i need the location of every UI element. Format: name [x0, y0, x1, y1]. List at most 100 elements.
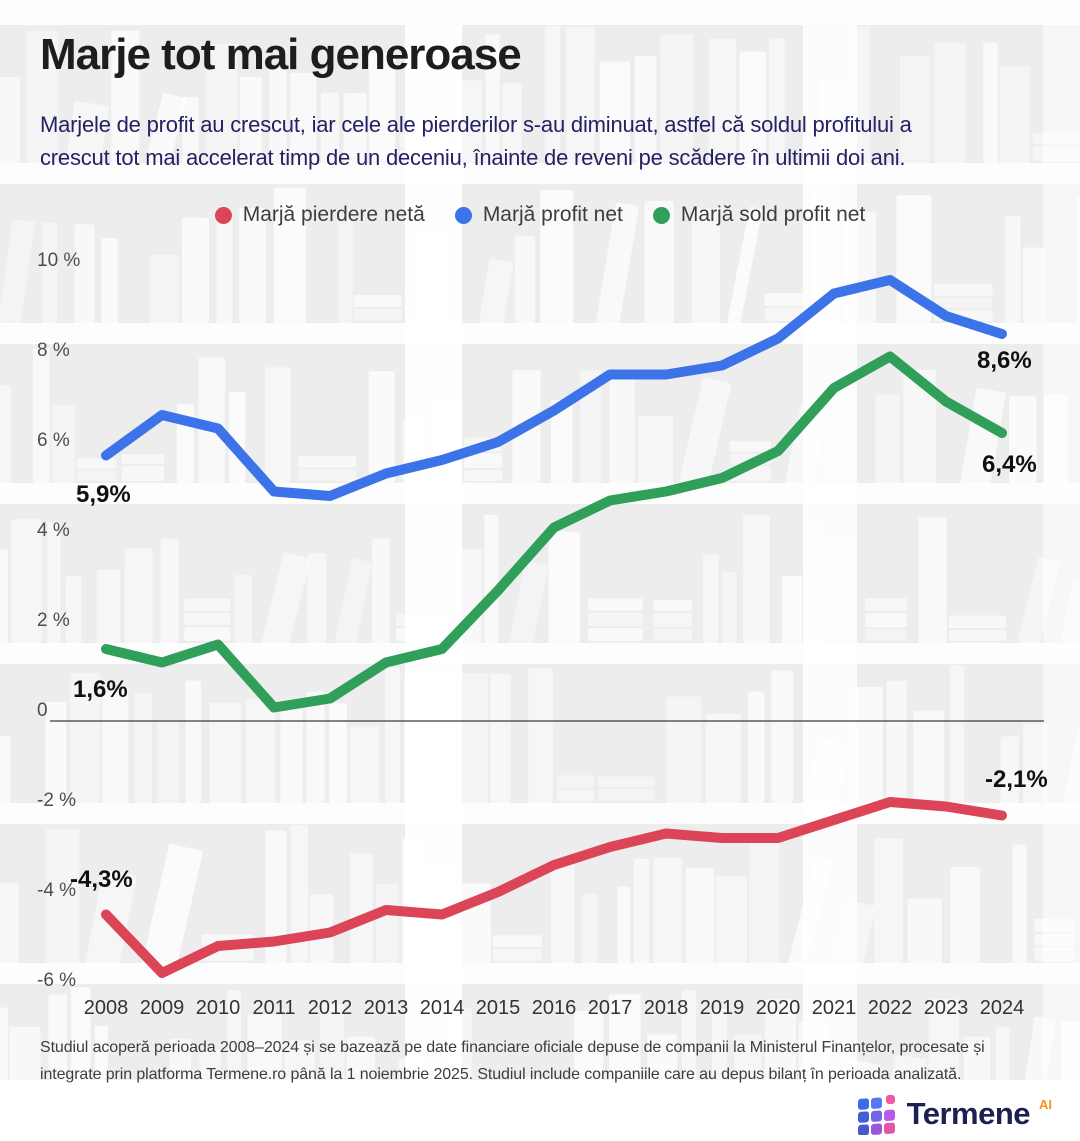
- book-shape: [540, 190, 574, 323]
- book-shape: [949, 665, 965, 803]
- book-shape: [1004, 216, 1021, 323]
- book-shape: [334, 558, 373, 647]
- book-shape: [234, 574, 253, 643]
- book-shape: [1000, 736, 1019, 803]
- value-label: 5,9%: [76, 481, 131, 508]
- book-shape: [41, 222, 58, 323]
- book-shape: [337, 214, 353, 323]
- book-shape: [769, 38, 785, 163]
- cube-tile: [870, 1123, 882, 1135]
- book-shape: [948, 630, 1007, 641]
- book-shape: [298, 455, 356, 468]
- x-tick-label: 2024: [979, 997, 1025, 1019]
- y-tick-label: -4 %: [37, 880, 77, 901]
- book-shape: [653, 600, 693, 611]
- book-shape: [269, 64, 287, 163]
- y-tick-label: 10 %: [37, 250, 81, 271]
- book-shape: [727, 206, 763, 326]
- book-shape: [739, 51, 766, 163]
- book-shape: [160, 538, 179, 643]
- book-shape: [239, 208, 266, 323]
- termene-cube-icon: [857, 1095, 895, 1135]
- x-tick-label: 2015: [475, 997, 521, 1019]
- book-shape: [405, 25, 462, 1080]
- book-shape: [124, 548, 153, 643]
- x-tick-label: 2017: [587, 997, 633, 1019]
- book-shape: [865, 597, 907, 612]
- book-shape: [502, 82, 522, 163]
- book-shape: [550, 399, 573, 483]
- x-tick-label: 2014: [419, 997, 465, 1019]
- book-shape: [729, 441, 771, 452]
- series-line-0: [101, 797, 1007, 978]
- book-shape: [550, 861, 575, 963]
- value-label: -2,1%: [985, 766, 1048, 793]
- book-shape: [598, 776, 655, 788]
- book-shape: [102, 687, 129, 803]
- book-shape: [0, 0, 1080, 25]
- book-shape: [544, 25, 561, 164]
- book-shape: [999, 66, 1031, 163]
- book-shape: [76, 458, 117, 469]
- x-tick-label: 2022: [867, 997, 913, 1019]
- legend-item-1: Marjă profit net: [454, 203, 623, 227]
- book-shape: [261, 552, 311, 650]
- book-shape: [0, 735, 11, 803]
- book-shape: [484, 514, 499, 643]
- book-shape: [290, 72, 317, 163]
- subtitle-line-2: crescut tot mai accelerat timp de un dec…: [40, 145, 906, 170]
- x-tick-label: 2019: [699, 997, 745, 1019]
- book-shape: [290, 825, 309, 963]
- book-shape: [679, 377, 732, 490]
- book-shape: [781, 575, 802, 643]
- book-shape: [1023, 722, 1048, 803]
- book-shape: [764, 307, 804, 321]
- book-shape: [184, 627, 231, 641]
- book-shape: [11, 519, 42, 643]
- book-shape: [464, 470, 503, 481]
- page-title: Marje tot mai generoase: [40, 30, 522, 79]
- book-shape: [209, 702, 241, 803]
- book-shape: [368, 371, 395, 483]
- book-shape: [899, 55, 930, 163]
- book-shape: [609, 372, 635, 483]
- book-shape: [587, 598, 643, 611]
- book-shape: [265, 830, 287, 963]
- book-shape: [0, 76, 21, 163]
- book-shape: [157, 720, 180, 803]
- book-shape: [933, 284, 993, 296]
- book-shape: [280, 704, 303, 803]
- book-shape: [653, 628, 693, 641]
- x-tick-label: 2018: [643, 997, 689, 1019]
- book-shape: [142, 843, 203, 971]
- x-tick-label: 2012: [307, 997, 353, 1019]
- x-tick-label: 2010: [195, 997, 241, 1019]
- subtitle: Marjele de profit au crescut, iar cele a…: [40, 108, 912, 174]
- book-shape: [245, 698, 276, 803]
- book-shape: [0, 883, 19, 963]
- book-shape: [354, 295, 402, 308]
- book-shape: [32, 348, 50, 483]
- book-shape: [715, 876, 748, 963]
- book-shape: [121, 466, 165, 481]
- chart-legend: Marjă pierdere netă Marjă profit net Marjă…: [0, 203, 1080, 227]
- book-shape: [934, 43, 966, 163]
- value-label: -4,3%: [70, 866, 133, 893]
- book-shape: [307, 553, 327, 643]
- termene-logo: Termene AI: [857, 1092, 1052, 1136]
- book-shape: [803, 25, 857, 1080]
- cube-tile: [883, 1109, 895, 1121]
- book-shape: [372, 538, 390, 643]
- book-shape: [184, 613, 231, 626]
- y-tick-label: 2 %: [37, 610, 70, 631]
- x-tick-label: 2020: [755, 997, 801, 1019]
- book-shape: [298, 469, 356, 481]
- book-shape: [581, 893, 598, 963]
- book-shape: [708, 38, 737, 164]
- book-shape: [385, 667, 400, 803]
- book-shape: [96, 569, 121, 643]
- book-shape: [65, 101, 110, 168]
